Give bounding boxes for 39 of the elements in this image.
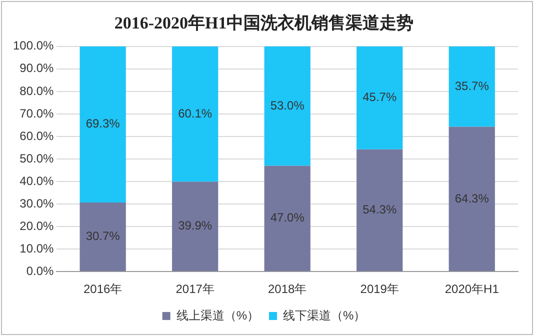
- y-tick-label: 40.0%: [20, 174, 54, 188]
- y-tick-label: 80.0%: [20, 84, 54, 98]
- data-label: 60.1%: [178, 106, 212, 120]
- data-label: 54.3%: [362, 202, 397, 217]
- y-tick-label: 30.0%: [20, 196, 54, 210]
- y-tick-label: 90.0%: [20, 61, 54, 76]
- data-label: 39.9%: [178, 218, 212, 233]
- y-tick-label: 20.0%: [20, 218, 54, 233]
- data-label: 45.7%: [362, 90, 397, 104]
- y-tick-label: 0.0%: [26, 264, 54, 278]
- data-label: 30.7%: [86, 229, 120, 244]
- bar: [80, 202, 126, 272]
- bar: [264, 166, 310, 272]
- y-tick-label: 60.0%: [20, 128, 54, 143]
- x-tick-label: 2019年: [360, 282, 399, 296]
- legend-label: 线下渠道（%）: [283, 308, 366, 322]
- chart-title: 2016-2020年H1中国洗衣机销售渠道走势: [114, 14, 414, 33]
- data-label: 53.0%: [270, 98, 305, 112]
- bar: [448, 126, 495, 272]
- bar: [264, 46, 310, 166]
- bar: [172, 182, 218, 272]
- y-tick-label: 10.0%: [20, 241, 54, 256]
- x-tick-label: 2017年: [176, 282, 214, 296]
- bar: [80, 46, 126, 202]
- data-label: 35.7%: [454, 78, 490, 93]
- x-tick-label: 2018年: [268, 282, 307, 296]
- data-label: 47.0%: [270, 210, 305, 225]
- y-tick-label: 70.0%: [20, 106, 54, 120]
- bar: [356, 46, 403, 150]
- bar: [356, 149, 403, 272]
- bar: [172, 46, 218, 182]
- x-tick-label: 2020年H1: [444, 282, 500, 296]
- data-label: 64.3%: [454, 191, 490, 206]
- x-tick-label: 2016年: [83, 282, 122, 296]
- bar: [448, 46, 495, 127]
- data-label: 69.3%: [86, 116, 120, 131]
- legend-label: 线上渠道（%）: [176, 308, 259, 322]
- y-tick-label: 100.0%: [12, 38, 54, 53]
- y-tick-label: 50.0%: [20, 151, 54, 166]
